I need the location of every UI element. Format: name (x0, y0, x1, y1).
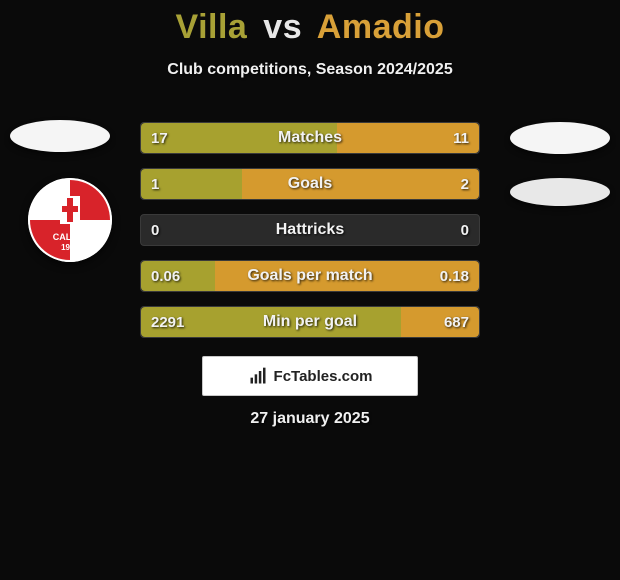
player1-photo-placeholder (10, 120, 110, 152)
stat-label: Goals per match (141, 261, 479, 291)
stat-label: Goals (141, 169, 479, 199)
stat-row: 2291687Min per goal (140, 306, 480, 338)
stats-bars: 1711Matches 12Goals 00Hattricks 0.060.18Goa… (140, 122, 480, 352)
vs-text: vs (263, 8, 302, 46)
brand-badge: FcTables.com (202, 356, 418, 396)
date-text: 27 january 2025 (0, 410, 620, 428)
subtitle: Club competitions, Season 2024/2025 (0, 61, 620, 79)
stat-label: Hattricks (141, 215, 479, 245)
player2-name: Amadio (317, 8, 445, 46)
stat-row: 0.060.18Goals per match (140, 260, 480, 292)
player2-club-placeholder (510, 178, 610, 206)
chart-bar-icon (248, 366, 268, 386)
page-title: Villa vs Amadio (0, 0, 620, 47)
player1-club-badge: CALCIO 1910 (28, 178, 112, 262)
svg-text:CALCIO: CALCIO (53, 232, 88, 242)
player2-photo-placeholder (510, 122, 610, 154)
player1-name: Villa (176, 8, 248, 46)
stat-row: 1711Matches (140, 122, 480, 154)
stat-label: Min per goal (141, 307, 479, 337)
brand-text: FcTables.com (274, 368, 373, 385)
stat-label: Matches (141, 123, 479, 153)
stat-row: 12Goals (140, 168, 480, 200)
stat-row: 00Hattricks (140, 214, 480, 246)
svg-text:1910: 1910 (61, 243, 79, 252)
